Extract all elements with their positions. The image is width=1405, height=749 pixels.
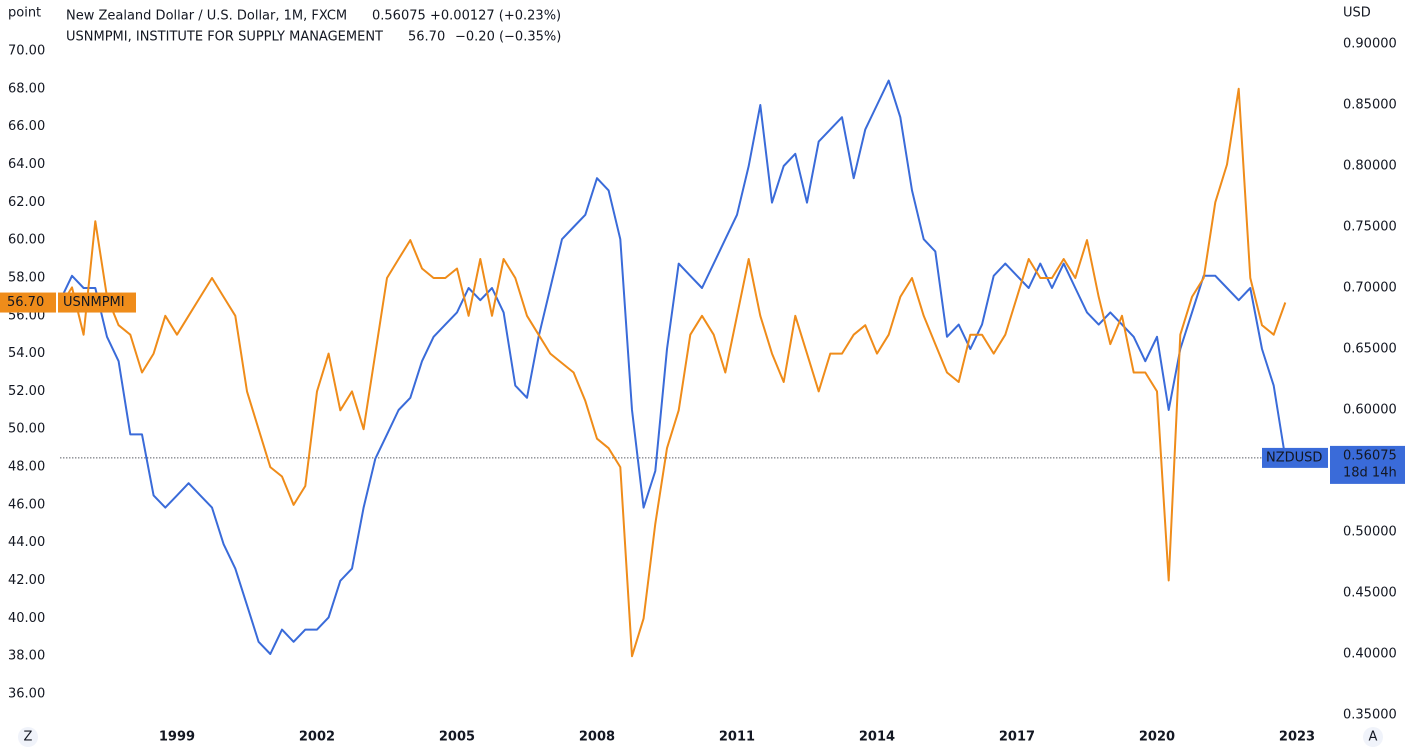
y2-tick-label: 0.50000 bbox=[1343, 525, 1397, 540]
y-tick-label: 62.00 bbox=[8, 195, 45, 210]
y2-tick-label: 0.45000 bbox=[1343, 586, 1397, 601]
countdown-label: 18d 14h bbox=[1343, 465, 1397, 480]
y-tick-label: 48.00 bbox=[8, 460, 45, 475]
x-tick-label: 2005 bbox=[439, 730, 475, 745]
legend-last: 0.56075 bbox=[372, 9, 426, 24]
y-tick-label: 60.00 bbox=[8, 233, 45, 248]
x-tick-label: 2023 bbox=[1279, 730, 1315, 745]
y-tick-label: 52.00 bbox=[8, 384, 45, 399]
price-badge-label: 0.56075 bbox=[1343, 448, 1397, 463]
y-tick-label: 70.00 bbox=[8, 44, 45, 59]
corner-label[interactable]: Z bbox=[24, 730, 33, 745]
x-tick-label: 1999 bbox=[159, 730, 195, 745]
series-line bbox=[59, 87, 1287, 658]
y2-tick-label: 0.70000 bbox=[1343, 281, 1397, 296]
series-line bbox=[59, 79, 1287, 655]
symbol-badge bbox=[1262, 447, 1328, 468]
y2-tick-label: 0.65000 bbox=[1343, 342, 1397, 357]
x-tick-label: 2002 bbox=[299, 730, 335, 745]
y-tick-label: 66.00 bbox=[8, 119, 45, 134]
y-tick-label: 44.00 bbox=[8, 535, 45, 550]
legend-last: 56.70 bbox=[408, 30, 445, 45]
y-tick-label: 38.00 bbox=[8, 649, 45, 664]
y-tick-label: 36.00 bbox=[8, 687, 45, 702]
y2-tick-label: 0.85000 bbox=[1343, 98, 1397, 113]
legend-change: +0.00127 (+0.23%) bbox=[430, 9, 561, 24]
y-tick-label: 58.00 bbox=[8, 270, 45, 285]
symbol-badge bbox=[58, 292, 136, 313]
corner-button[interactable] bbox=[1363, 727, 1383, 747]
corner-label[interactable]: A bbox=[1369, 730, 1378, 745]
symbol-badge-label: NZDUSD bbox=[1266, 450, 1322, 465]
y2-tick-label: 0.80000 bbox=[1343, 159, 1397, 174]
x-tick-label: 2011 bbox=[719, 730, 755, 745]
legend-change: −0.20 (−0.35%) bbox=[455, 30, 561, 45]
y2-tick-label: 0.40000 bbox=[1343, 647, 1397, 662]
x-tick-label: 2017 bbox=[999, 730, 1035, 745]
right-unit: USD bbox=[1343, 6, 1371, 21]
y-tick-label: 50.00 bbox=[8, 422, 45, 437]
price-badge-label: 56.70 bbox=[7, 295, 44, 310]
legend-name: USNMPMI, INSTITUTE FOR SUPPLY MANAGEMENT bbox=[66, 30, 383, 45]
y2-tick-label: 0.60000 bbox=[1343, 403, 1397, 418]
y-tick-label: 42.00 bbox=[8, 573, 45, 588]
corner-button[interactable] bbox=[18, 727, 38, 747]
price-badge bbox=[1330, 445, 1405, 484]
y-tick-label: 68.00 bbox=[8, 81, 45, 96]
left-unit: point bbox=[8, 6, 41, 21]
symbol-badge-label: USNMPMI bbox=[63, 295, 125, 310]
y2-tick-label: 0.35000 bbox=[1343, 708, 1397, 723]
legend-name: New Zealand Dollar / U.S. Dollar, 1M, FX… bbox=[66, 9, 347, 24]
y2-tick-label: 0.90000 bbox=[1343, 37, 1397, 52]
x-tick-label: 2020 bbox=[1139, 730, 1175, 745]
x-tick-label: 2008 bbox=[579, 730, 615, 745]
y-tick-label: 64.00 bbox=[8, 157, 45, 172]
y-tick-label: 40.00 bbox=[8, 611, 45, 626]
x-tick-label: 2014 bbox=[859, 730, 895, 745]
price-badge bbox=[0, 292, 56, 313]
y-tick-label: 46.00 bbox=[8, 497, 45, 512]
y-tick-label: 54.00 bbox=[8, 346, 45, 361]
y2-tick-label: 0.75000 bbox=[1343, 220, 1397, 235]
